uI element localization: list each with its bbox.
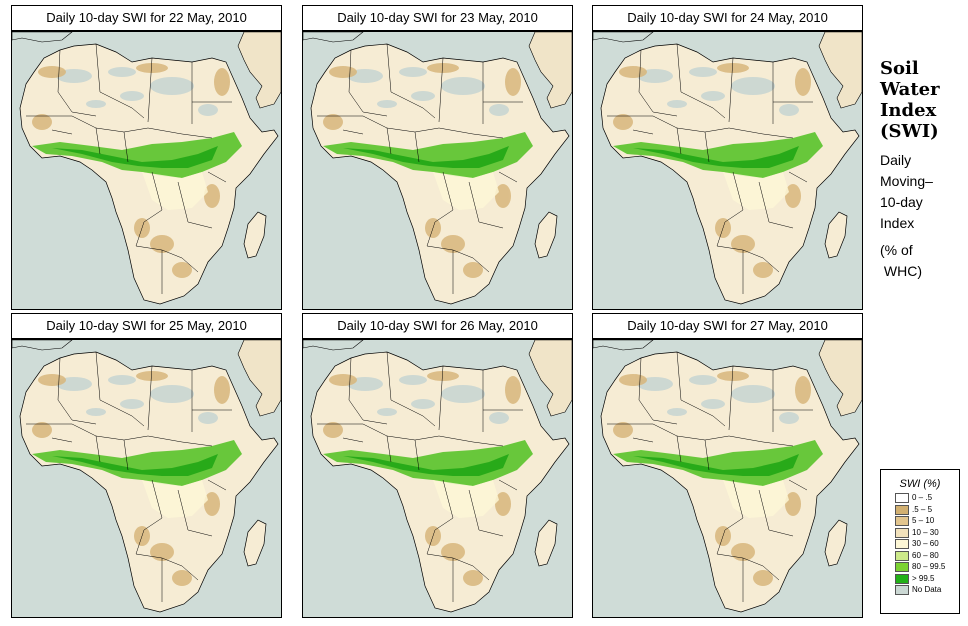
legend-swatch [895,550,909,561]
legend-swatch [895,504,909,515]
panel-title: Daily 10-day SWI for 22 May, 2010 [11,5,282,31]
panel-title: Daily 10-day SWI for 24 May, 2010 [592,5,863,31]
index-title: Soil Water Index (SWI) [880,58,940,142]
legend-label: .5 – 5 [912,504,933,514]
africa-map [11,339,282,618]
legend-label: 5 – 10 [912,516,935,525]
legend-item: No Data [881,584,959,596]
africa-map [11,31,282,310]
africa-map [592,339,863,618]
index-subtitle: Daily Moving– 10-day Index [880,152,933,231]
legend-swatch [895,516,909,526]
legend-item: 10 – 30 [881,527,959,539]
legend-swatch [895,585,909,595]
map-panel-6: Daily 10-day SWI for 27 May, 2010 [592,313,863,618]
legend-label: > 99.5 [912,573,935,583]
legend-swatch [895,493,909,503]
swi-legend: SWI (%) 0 – .5 .5 – 5 5 – 10 10 – 30 30 – 60… [880,469,960,614]
legend-item: 80 – 99.5 [881,561,959,573]
legend-label: 60 – 80 [912,550,939,560]
legend-label: 30 – 60 [912,539,939,548]
map-panel-4: Daily 10-day SWI for 25 May, 2010 [11,313,282,618]
africa-map [302,339,573,618]
legend-label: 80 – 99.5 [912,562,946,571]
legend-item: 5 – 10 [881,515,959,527]
legend-item: 60 – 80 [881,550,959,562]
map-panel-5: Daily 10-day SWI for 26 May, 2010 [302,313,573,618]
panel-title: Daily 10-day SWI for 26 May, 2010 [302,313,573,339]
panel-title: Daily 10-day SWI for 27 May, 2010 [592,313,863,339]
panel-title: Daily 10-day SWI for 23 May, 2010 [302,5,573,31]
legend-item: 30 – 60 [881,538,959,550]
legend-swatch [895,573,909,584]
legend-item: > 99.5 [881,573,959,585]
legend-label: 0 – .5 [912,493,933,502]
map-panel-2: Daily 10-day SWI for 23 May, 2010 [302,5,573,310]
legend-label: 10 – 30 [912,527,939,537]
legend-item: 0 – .5 [881,492,959,504]
africa-map [592,31,863,310]
legend-swatch [895,527,909,538]
africa-map [302,31,573,310]
map-panel-3: Daily 10-day SWI for 24 May, 2010 [592,5,863,310]
index-unit: (% of WHC) [880,242,922,279]
map-panel-1: Daily 10-day SWI for 22 May, 2010 [11,5,282,310]
legend-title: SWI (%) [899,478,941,490]
legend-swatch [895,562,909,572]
legend-swatch [895,539,909,549]
panel-title: Daily 10-day SWI for 25 May, 2010 [11,313,282,339]
legend-item: .5 – 5 [881,504,959,516]
legend-label: No Data [912,585,942,594]
